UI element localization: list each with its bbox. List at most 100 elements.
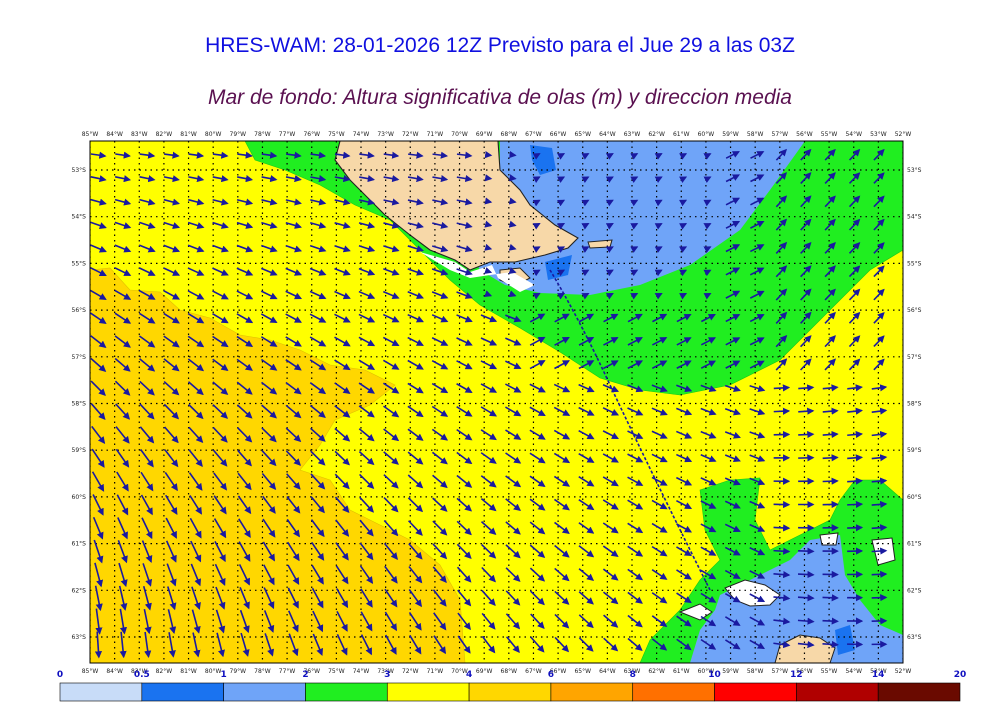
direction-arrow [114, 335, 131, 348]
direction-arrow [359, 565, 374, 585]
direction-arrow [310, 175, 327, 183]
direction-arrow [700, 569, 717, 580]
direction-arrow [212, 404, 229, 419]
direction-arrow [262, 518, 276, 538]
direction-arrow [286, 473, 301, 490]
direction-arrow [848, 195, 861, 208]
direction-arrow [871, 477, 888, 485]
lon-tick-top: 55°W [821, 131, 838, 138]
colorbar-label: 6 [548, 670, 554, 680]
direction-arrow [90, 335, 107, 348]
direction-arrow [484, 151, 493, 159]
direction-arrow [847, 500, 864, 509]
lon-tick-bottom: 83°W [131, 668, 148, 675]
direction-arrow [848, 148, 861, 161]
direction-arrow [358, 290, 376, 300]
direction-arrow [554, 313, 570, 323]
lon-tick-top: 58°W [747, 131, 764, 138]
direction-arrow [407, 520, 423, 536]
lon-tick-top: 78°W [254, 131, 271, 138]
lon-tick-bottom: 57°W [772, 668, 789, 675]
colorbar-swatch [59, 682, 143, 702]
direction-arrow [627, 591, 643, 604]
direction-arrow [627, 476, 644, 486]
direction-arrow [310, 519, 325, 538]
direction-arrow [358, 405, 375, 418]
direction-arrow [581, 246, 590, 253]
direction-arrow [114, 312, 132, 324]
direction-arrow [799, 358, 812, 371]
direction-arrow [529, 336, 546, 346]
direction-arrow [553, 429, 571, 440]
colorbar-swatch [877, 682, 961, 702]
direction-arrow [94, 631, 103, 659]
direction-arrow [484, 174, 493, 182]
direction-arrow [212, 290, 229, 300]
direction-arrow [90, 198, 107, 206]
direction-arrow [288, 610, 299, 633]
colorbar-label: 4 [466, 670, 472, 680]
direction-arrow [824, 242, 836, 254]
direction-arrow [700, 360, 717, 369]
direction-arrow [676, 476, 693, 486]
direction-arrow [142, 586, 152, 611]
direction-arrow [749, 360, 765, 369]
direction-arrow [94, 585, 103, 612]
direction-arrow [627, 453, 644, 463]
direction-arrow [700, 430, 717, 439]
colorbar-swatch [796, 682, 879, 702]
direction-arrow [187, 267, 205, 276]
direction-arrow [407, 428, 424, 441]
direction-arrow [311, 542, 325, 561]
direction-arrow [189, 495, 203, 515]
direction-arrow [93, 539, 104, 564]
direction-arrow [212, 313, 229, 324]
direction-arrow [212, 358, 229, 372]
direction-arrow [114, 175, 132, 183]
direction-arrow [237, 472, 252, 491]
direction-arrow [700, 500, 717, 509]
direction-arrow [383, 245, 400, 253]
direction-arrow [360, 588, 373, 608]
direction-arrow [679, 269, 688, 277]
colorbar-swatch [386, 682, 470, 702]
lon-tick-bottom: 78°W [254, 668, 271, 675]
direction-arrow [287, 587, 299, 609]
direction-arrow [676, 407, 693, 416]
direction-arrow [90, 312, 107, 324]
lat-tick-left: 60°S [72, 494, 87, 501]
direction-arrow [383, 405, 400, 418]
direction-arrow [432, 497, 448, 512]
lon-tick-top: 72°W [402, 131, 419, 138]
direction-arrow [750, 151, 765, 159]
direction-arrow [724, 431, 741, 439]
lon-tick-bottom: 81°W [180, 668, 197, 675]
direction-arrow [261, 381, 278, 395]
direction-arrow [679, 153, 688, 160]
direction-arrow [775, 172, 788, 184]
lon-tick-bottom: 71°W [427, 668, 444, 675]
direction-arrow [554, 360, 570, 370]
lat-tick-left: 56°S [72, 307, 87, 314]
direction-arrow [578, 591, 594, 605]
direction-arrow [309, 359, 327, 371]
direction-arrow [651, 476, 668, 486]
graticule [90, 141, 903, 663]
direction-arrow [627, 499, 644, 510]
direction-arrow [360, 611, 373, 632]
direction-arrow [651, 453, 668, 463]
direction-arrow [456, 151, 473, 159]
direction-arrow [480, 360, 498, 370]
direction-arrow [114, 267, 132, 276]
direction-arrow [602, 499, 619, 510]
direction-arrow [431, 405, 449, 417]
direction-arrow [749, 593, 766, 603]
direction-arrow [480, 337, 498, 346]
direction-arrow [822, 617, 839, 625]
direction-arrow [676, 638, 692, 651]
lat-tick-left: 61°S [72, 541, 87, 548]
direction-arrow [848, 288, 861, 301]
direction-arrow [91, 425, 106, 444]
lon-tick-bottom: 75°W [328, 668, 345, 675]
direction-arrow [700, 477, 717, 486]
